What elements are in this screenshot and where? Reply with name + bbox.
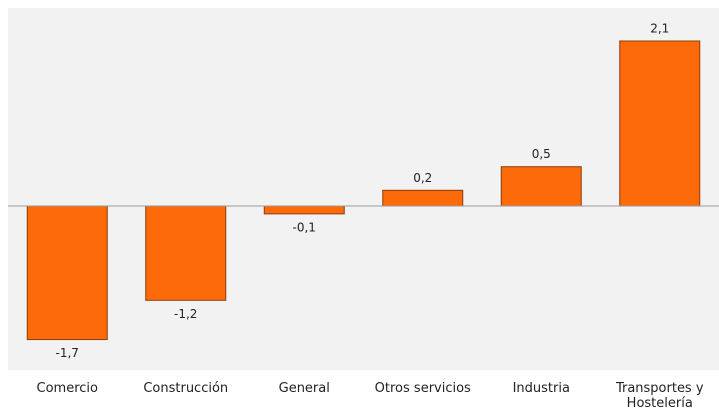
x-tick-label: Transportes y Hostelería bbox=[615, 381, 704, 411]
x-tick-label: Construcción bbox=[143, 381, 229, 396]
bar bbox=[263, 205, 345, 215]
value-label: 0,2 bbox=[413, 171, 432, 185]
value-label: -1,2 bbox=[174, 307, 197, 321]
bar bbox=[145, 205, 227, 301]
value-label: -1,7 bbox=[56, 346, 79, 360]
bar bbox=[382, 189, 464, 207]
plot-background bbox=[8, 8, 719, 370]
bar bbox=[619, 40, 701, 207]
value-label: -0,1 bbox=[293, 220, 316, 234]
value-label: 0,5 bbox=[532, 147, 551, 161]
value-label: 2,1 bbox=[650, 22, 669, 36]
x-tick-label: Comercio bbox=[36, 381, 98, 396]
x-tick-label: General bbox=[278, 381, 330, 396]
x-tick-label: Otros servicios bbox=[374, 381, 471, 396]
bar bbox=[26, 205, 108, 341]
bar bbox=[500, 166, 582, 207]
x-tick-label: Industria bbox=[512, 381, 570, 396]
